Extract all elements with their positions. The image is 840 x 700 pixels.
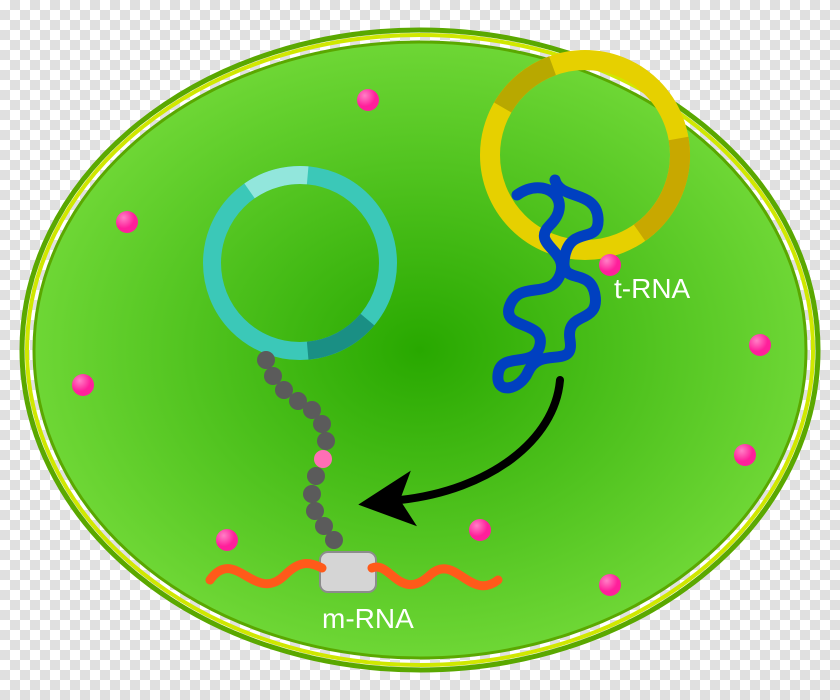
ribosome-dot <box>469 519 491 541</box>
cell-diagram: t-RNA m-RNA <box>0 0 840 700</box>
ribosome-complex <box>320 552 376 592</box>
trna-label: t-RNA <box>614 273 691 304</box>
ribosome-dot <box>599 574 621 596</box>
ribosome-dot <box>72 374 94 396</box>
cell-cytoplasm <box>34 42 806 658</box>
ribosome-dot <box>216 529 238 551</box>
ribosome-dot <box>357 89 379 111</box>
diagram-svg: t-RNA m-RNA <box>0 0 840 700</box>
ribosome-dot <box>734 444 756 466</box>
ribosome-dot <box>749 334 771 356</box>
mrna-label: m-RNA <box>322 603 414 634</box>
ribosome-dot <box>116 211 138 233</box>
